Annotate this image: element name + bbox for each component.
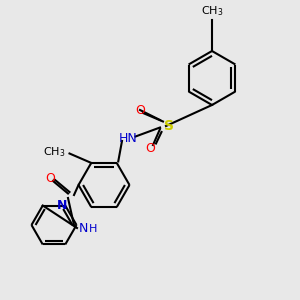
Text: O: O [135,103,145,116]
Text: S: S [164,119,174,133]
Text: CH$_3$: CH$_3$ [43,145,65,159]
Text: HN: HN [118,131,137,145]
Text: O: O [45,172,55,184]
Text: N: N [78,221,88,235]
Text: H: H [89,224,98,235]
Text: O: O [145,142,155,154]
Text: N: N [57,199,68,212]
Text: CH$_3$: CH$_3$ [201,5,223,19]
